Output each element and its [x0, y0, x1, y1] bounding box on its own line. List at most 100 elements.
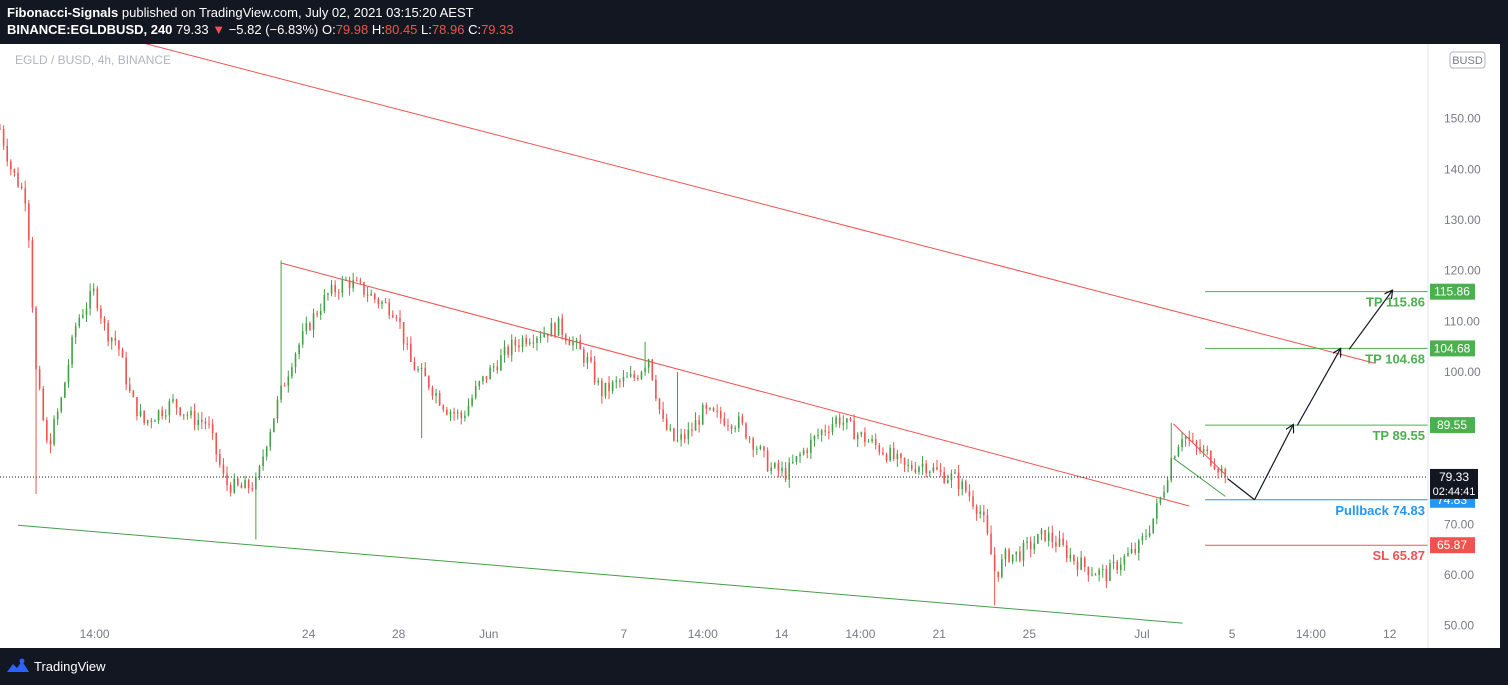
candle-body	[1011, 554, 1014, 562]
candle-body	[251, 488, 254, 490]
candle-body	[136, 397, 138, 417]
chart-area[interactable]: EGLD / BUSD, 4h, BINANCE TP 115.86 TP 104…	[0, 14, 1500, 648]
candle-body	[287, 376, 290, 386]
candle-body	[182, 414, 185, 416]
candle-body	[460, 412, 463, 419]
candle-body	[150, 420, 153, 422]
candle-body	[864, 432, 866, 443]
candle-body	[676, 439, 679, 441]
projection-path	[1227, 291, 1392, 501]
currency-badge[interactable]: BUSD	[1449, 51, 1486, 69]
candle-body	[965, 481, 967, 492]
candle-body	[683, 434, 686, 439]
candle-body	[817, 434, 819, 436]
candle-body	[583, 349, 585, 363]
candle-body	[626, 376, 628, 378]
candle-body	[993, 554, 996, 572]
candle-body	[201, 419, 203, 422]
level-label: TP 115.86	[1366, 295, 1425, 310]
candle-body	[914, 469, 917, 473]
candle-body	[1033, 543, 1036, 550]
candle-body	[291, 367, 293, 377]
open-label: O:	[321, 22, 336, 37]
candle-body	[388, 302, 391, 316]
candle-body	[139, 410, 142, 417]
candle-body	[229, 485, 232, 493]
candle-body	[384, 302, 387, 304]
tradingview-brand[interactable]: TradingView	[34, 659, 106, 674]
candle-body	[752, 438, 754, 450]
candle-body	[240, 484, 243, 489]
candle-body	[1141, 536, 1144, 541]
candle-body	[244, 479, 246, 489]
candle-body	[986, 515, 989, 534]
candle-body	[100, 308, 102, 319]
candle-body	[770, 467, 773, 472]
x-tick-label: 14:00	[688, 627, 718, 641]
candle-body	[226, 473, 228, 486]
candle-body	[276, 399, 279, 419]
candle-body	[835, 417, 837, 424]
candle-body	[903, 457, 906, 465]
low-value: 78.96	[431, 22, 465, 37]
candle-body	[118, 340, 120, 350]
level-badge	[1430, 283, 1475, 300]
x-tick-label: 14:00	[845, 627, 875, 641]
candle-body	[579, 340, 582, 350]
candle-body	[655, 379, 657, 399]
candle-body	[561, 318, 563, 335]
candle-body	[82, 315, 84, 318]
candle-body	[957, 472, 960, 490]
tradingview-logo-icon[interactable]	[6, 657, 30, 677]
candle-body	[49, 440, 52, 445]
candle-body	[928, 471, 931, 474]
candle-body	[125, 357, 127, 385]
candle-body	[64, 382, 66, 398]
candle-body	[1148, 532, 1151, 536]
candle-body	[1127, 553, 1129, 556]
candle-body	[871, 439, 873, 442]
candle-body	[680, 434, 682, 440]
candle-body	[737, 416, 740, 428]
candle-body	[74, 326, 77, 338]
candle-body	[1098, 569, 1100, 575]
candle-body	[500, 355, 502, 371]
candle-body	[424, 367, 427, 377]
candle-body	[1080, 557, 1082, 570]
close-label: C:	[468, 22, 482, 37]
candle-body	[294, 354, 297, 368]
candle-body	[1040, 530, 1043, 535]
candle-body	[856, 434, 859, 440]
candle-body	[608, 382, 610, 392]
candle-body	[85, 308, 88, 316]
candle-body	[694, 420, 697, 431]
candle-body	[961, 481, 964, 490]
y-tick-label: 50.00	[1444, 619, 1474, 633]
candle-body	[471, 397, 473, 406]
candle-body	[186, 414, 189, 416]
candle-body	[211, 424, 214, 434]
countdown-text: 02:44:41	[1433, 486, 1476, 498]
high-value: 80.45	[384, 22, 418, 37]
candle-body	[820, 430, 823, 435]
candle-body	[669, 428, 672, 430]
candle-body	[1105, 568, 1108, 581]
candle-body	[1130, 548, 1133, 554]
author-name[interactable]: Fibonacci-Signals	[7, 5, 119, 20]
candle-body	[806, 450, 809, 454]
candle-body	[172, 399, 174, 402]
chart-title: EGLD / BUSD, 4h, BINANCE	[15, 53, 171, 67]
candle-body	[1145, 535, 1147, 537]
candle-body	[564, 334, 567, 341]
candle-body	[741, 416, 744, 424]
candle-body	[464, 415, 466, 419]
price-chart[interactable]: EGLD / BUSD, 4h, BINANCE TP 115.86 TP 104…	[0, 14, 1500, 648]
candle-body	[237, 478, 239, 485]
trendline	[17, 524, 1183, 624]
projection-segment	[1348, 291, 1392, 350]
candle-body	[979, 511, 982, 514]
candle-body	[892, 448, 895, 459]
candle-body	[1004, 549, 1007, 560]
close-value: 79.33	[481, 22, 514, 37]
candle-body	[665, 418, 668, 430]
